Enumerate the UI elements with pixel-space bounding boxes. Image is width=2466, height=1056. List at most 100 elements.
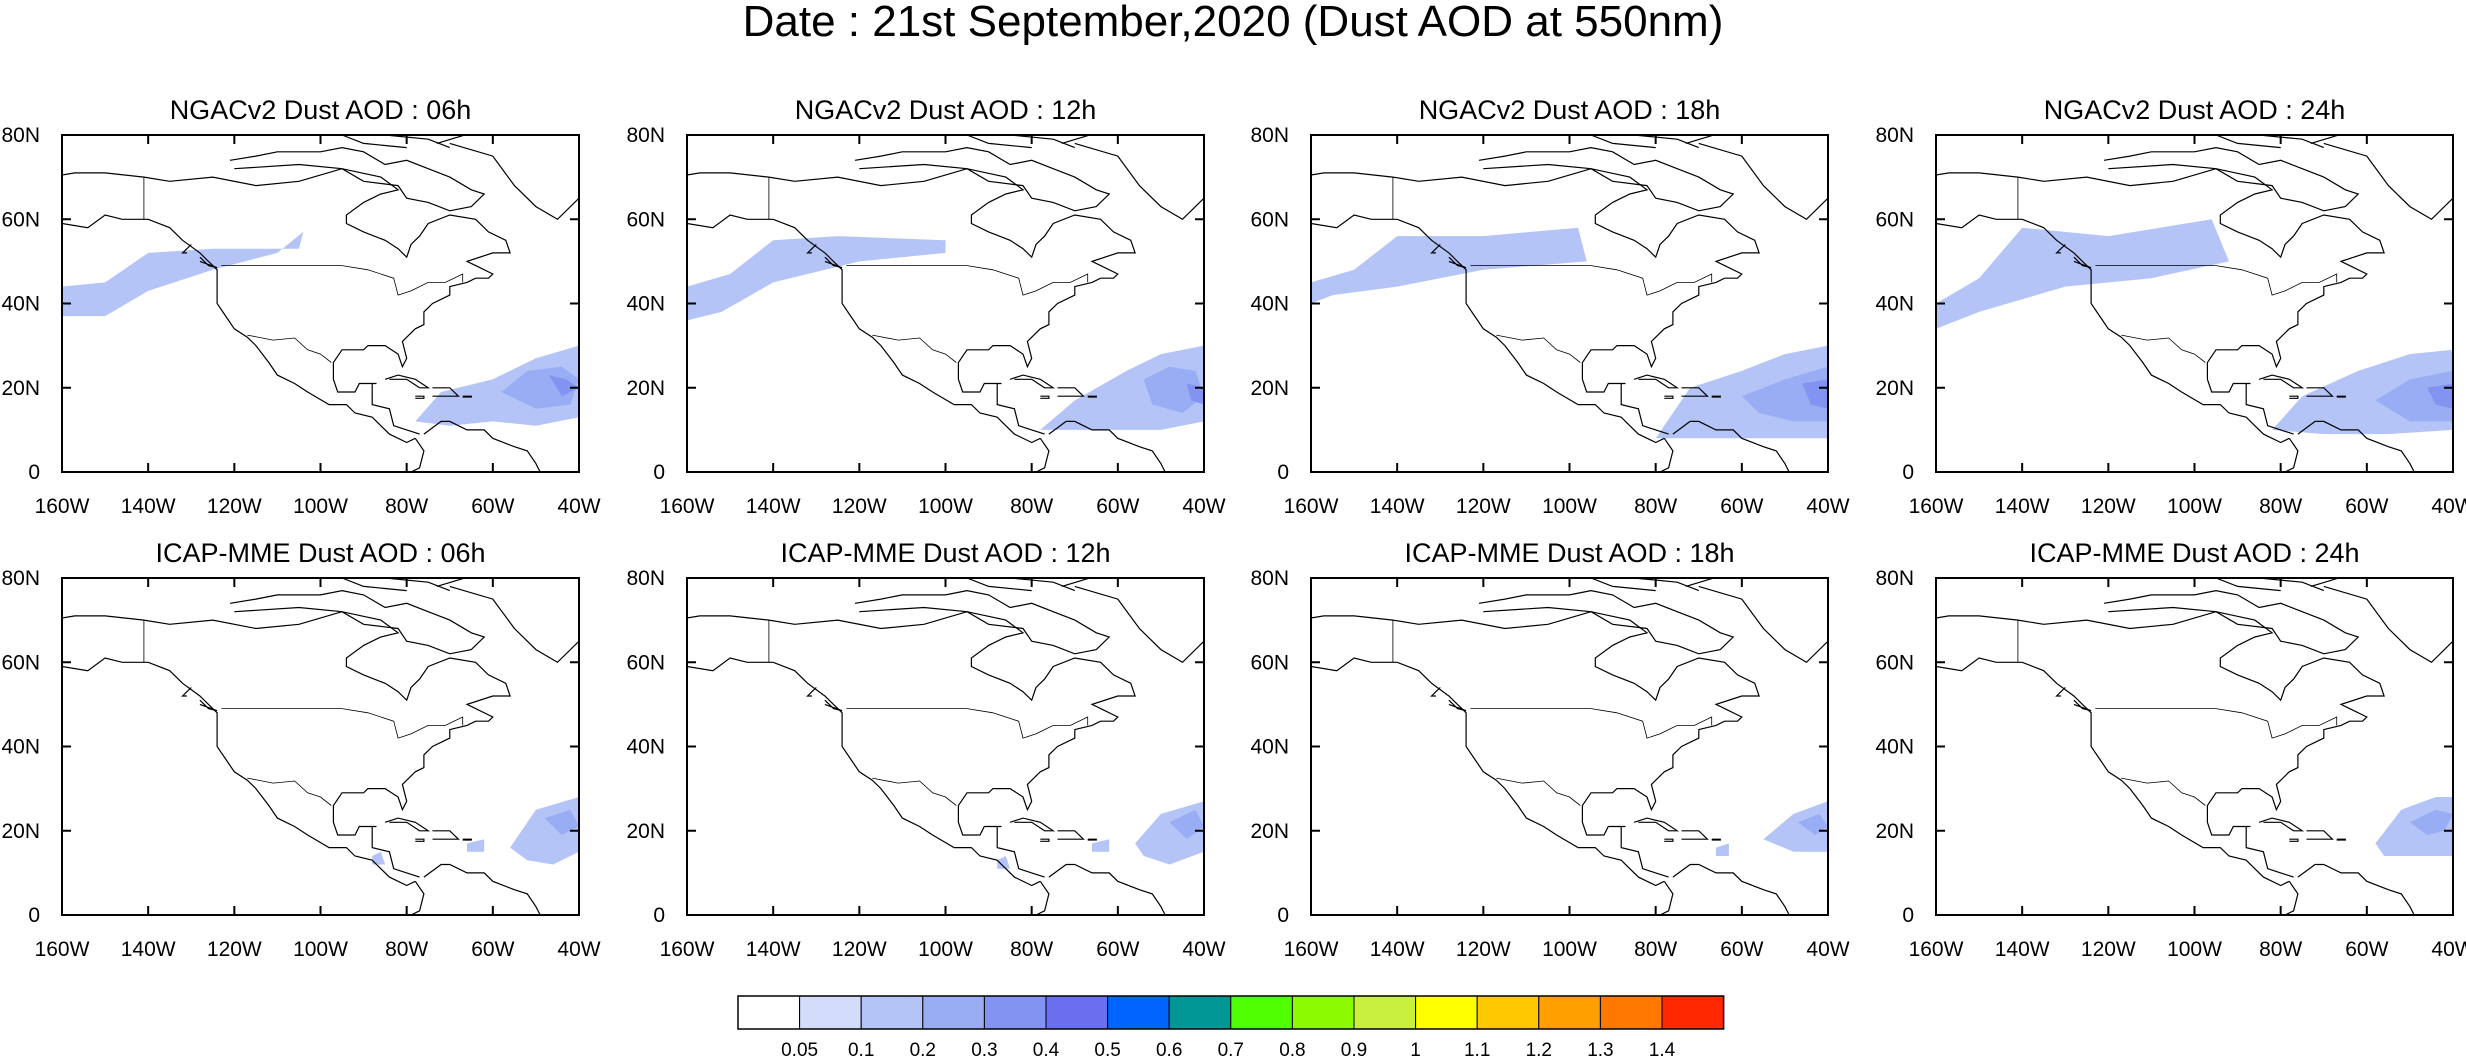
dust-region [1143, 366, 1204, 413]
coastline [1048, 420, 1166, 472]
x-tick-label: 40W [2431, 938, 2466, 961]
dust-region [1936, 219, 2229, 329]
x-tick-label: 140W [1370, 938, 1425, 961]
coastline [199, 256, 218, 269]
coastline [1311, 657, 1665, 887]
x-tick-label: 120W [832, 938, 887, 961]
y-tick-label: 0 [1902, 904, 1914, 927]
coastline [1009, 374, 1056, 389]
y-tick-label: 80N [1250, 124, 1289, 147]
coastline [2284, 880, 2299, 915]
y-tick-label: 0 [28, 461, 40, 484]
coastline [423, 863, 541, 915]
coastline [2310, 578, 2453, 664]
dust-region [997, 856, 1011, 869]
coastline [2103, 589, 2360, 655]
x-tick-label: 80W [1634, 938, 1677, 961]
coastline [1061, 578, 1204, 664]
x-tick-label: 140W [1995, 938, 2050, 961]
coastline [1681, 830, 1709, 840]
coastline [1448, 699, 1467, 712]
x-tick-label: 40W [2431, 495, 2466, 518]
coastline [436, 578, 579, 664]
country-border [247, 334, 332, 363]
map-panel: ICAP-MME Dust AOD : 06h 160W 140W 120W 100W 8… [1, 538, 600, 961]
y-tick-label: 60N [1875, 208, 1914, 231]
dust-region [1169, 809, 1204, 840]
coastline [1087, 838, 1097, 841]
coastline [1672, 420, 1790, 472]
coastline [2055, 244, 2066, 254]
country-border [1496, 334, 1581, 363]
x-tick-label: 40W [557, 495, 600, 518]
country-border [221, 265, 464, 296]
colorbar-box [1599, 995, 1663, 1030]
x-tick-label: 40W [1182, 938, 1225, 961]
y-tick-label: 80N [626, 124, 665, 147]
x-tick-label: 80W [2259, 495, 2302, 518]
coastline [1659, 437, 1674, 472]
y-tick-label: 60N [1250, 208, 1289, 231]
coastline [1685, 578, 1828, 664]
y-tick-label: 20N [626, 377, 665, 400]
y-tick-label: 80N [1875, 567, 1914, 590]
coastline [1040, 395, 1050, 399]
x-tick-label: 80W [1010, 938, 1053, 961]
y-tick-label: 60N [1, 651, 40, 674]
country-border [1470, 265, 1713, 296]
coastline [854, 146, 1111, 212]
coastline [2297, 863, 2415, 915]
dust-region [1802, 379, 1828, 409]
colorbar-box [1415, 995, 1478, 1030]
x-tick-label: 40W [1182, 495, 1225, 518]
coastline [2103, 146, 2360, 212]
coastline [1936, 657, 2290, 887]
x-tick-label: 120W [207, 938, 262, 961]
country-border [846, 265, 1089, 296]
coastline [384, 374, 431, 389]
x-tick-label: 160W [1284, 938, 1339, 961]
dust-region [2427, 383, 2453, 409]
coastline [1711, 838, 1721, 841]
colorbar-box [1353, 995, 1417, 1030]
coastline [1936, 168, 2385, 435]
y-tick-label: 40N [1875, 736, 1914, 759]
coastline [2073, 699, 2092, 712]
y-tick-label: 0 [28, 904, 40, 927]
x-tick-label: 60W [2345, 938, 2388, 961]
x-tick-label: 80W [385, 938, 428, 961]
x-tick-label: 60W [1720, 938, 1763, 961]
dust-region [1763, 801, 1828, 852]
colorbar-label: 1.3 [1587, 1040, 1613, 1056]
coastline [2306, 387, 2334, 397]
x-tick-label: 140W [121, 495, 176, 518]
x-tick-label: 160W [1909, 938, 1964, 961]
x-tick-label: 40W [1806, 495, 1849, 518]
coastline [1681, 387, 1709, 397]
x-tick-label: 40W [1806, 938, 1849, 961]
panel-title: ICAP-MME Dust AOD : 12h [780, 538, 1110, 568]
coastline [415, 838, 425, 842]
y-tick-label: 60N [1, 208, 40, 231]
dust-region [1092, 839, 1110, 852]
coastline [1711, 395, 1721, 398]
x-tick-label: 100W [2167, 495, 2222, 518]
coastline [181, 244, 192, 254]
y-tick-label: 0 [1277, 904, 1289, 927]
country-border [872, 777, 957, 806]
dust-region [548, 375, 579, 397]
x-tick-label: 80W [2259, 938, 2302, 961]
x-tick-label: 40W [557, 938, 600, 961]
panel-title: ICAP-MME Dust AOD : 18h [1404, 538, 1734, 568]
coastline [1311, 168, 1760, 435]
y-tick-label: 20N [1, 820, 40, 843]
coastline [1633, 817, 1680, 832]
coastline [1035, 880, 1050, 915]
colorbar-frame [737, 995, 1725, 1030]
y-tick-label: 20N [1875, 820, 1914, 843]
y-tick-label: 80N [626, 567, 665, 590]
country-border [2095, 265, 2338, 296]
x-tick-label: 100W [293, 495, 348, 518]
dust-region [1311, 227, 1587, 304]
coastline [1061, 135, 1204, 221]
